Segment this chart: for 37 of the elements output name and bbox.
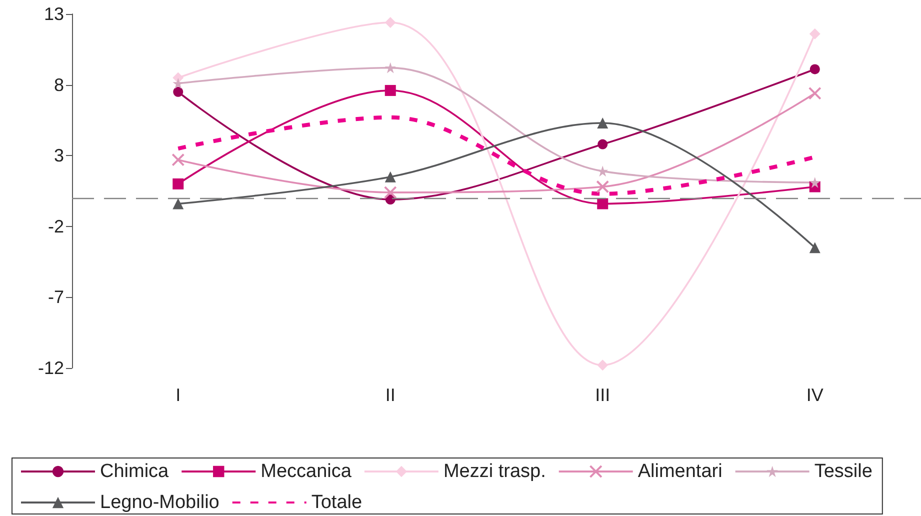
legend-label: Chimica — [100, 461, 170, 482]
y-tick-label: -2 — [48, 216, 64, 236]
point — [384, 186, 397, 199]
x-tick-label: I — [176, 385, 181, 405]
point — [172, 198, 184, 210]
y-tick-label: 13 — [44, 4, 64, 24]
point — [598, 139, 608, 150]
legend-label: Totale — [311, 492, 362, 513]
point — [384, 84, 396, 96]
point — [810, 64, 820, 74]
legend-label: Mezzi trasp. — [443, 461, 546, 482]
point — [809, 28, 820, 40]
point — [172, 178, 184, 190]
point — [808, 86, 822, 100]
legend-label: Legno-Mobilio — [100, 492, 220, 513]
y-tick-label: 8 — [54, 74, 64, 95]
legend-label: Alimentari — [638, 461, 722, 482]
point — [172, 78, 184, 89]
point — [173, 86, 184, 97]
point — [597, 360, 608, 371]
point — [809, 242, 820, 254]
point — [384, 16, 396, 28]
legend-label: Meccanica — [260, 461, 352, 482]
legend-label: Tessile — [814, 461, 872, 482]
point — [597, 198, 608, 210]
point — [384, 171, 396, 182]
point — [809, 177, 820, 188]
x-tick-label: II — [385, 385, 396, 405]
point — [172, 153, 185, 166]
y-tick-label: -12 — [38, 358, 64, 378]
point — [597, 118, 608, 129]
y-tick-label: 3 — [54, 146, 64, 166]
x-tick-label: III — [595, 385, 610, 405]
point — [384, 62, 396, 74]
y-tick-label: -7 — [48, 287, 64, 308]
point — [596, 180, 610, 194]
x-tick-label: IV — [806, 385, 824, 405]
